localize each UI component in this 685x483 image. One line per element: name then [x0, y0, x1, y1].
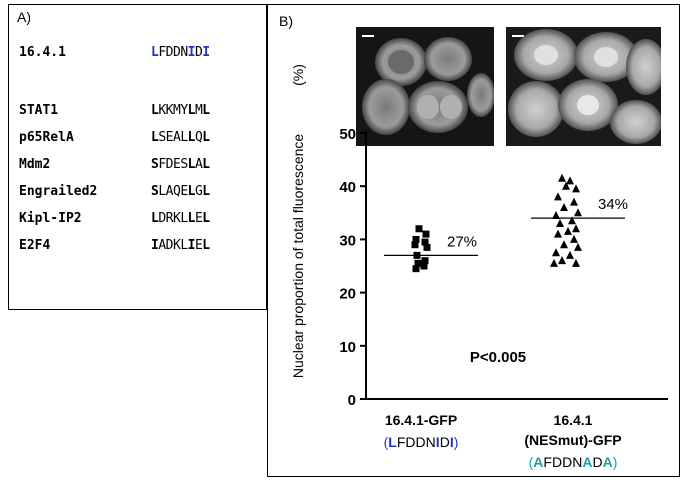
data-point-triangle	[552, 210, 560, 219]
data-point-triangle	[558, 173, 566, 182]
scale-bar	[512, 35, 524, 37]
data-point-triangle	[554, 229, 562, 238]
data-point-triangle	[574, 208, 582, 217]
data-point-square	[414, 259, 422, 267]
micrograph-NESmut-GFP	[506, 27, 661, 146]
motif-name: Mdm2	[19, 157, 51, 172]
data-point-square	[415, 225, 423, 233]
data-point-triangle	[572, 184, 580, 193]
data-point-triangle	[550, 258, 558, 267]
group-label-2-line2: (NESmut)-GFP	[524, 432, 621, 448]
data-point-square	[421, 257, 429, 265]
micrograph-16.4.1-GFP	[356, 27, 494, 146]
data-point-square	[420, 262, 428, 270]
motif-name: E2F4	[19, 238, 51, 253]
y-tick-label: 10	[339, 339, 356, 356]
group-label-1: 16.4.1-GFP	[385, 412, 457, 428]
motif-name: 16.4.1	[19, 45, 66, 60]
group-seq-2: (AFDDNADA)	[529, 454, 618, 470]
motif-sequence: IADKLIEL	[151, 238, 210, 253]
scatter-chart: 0 10 20 30 40 50 Nuclear proportion of total f…	[290, 64, 668, 470]
y-tick-label: 20	[339, 286, 356, 303]
data-point-triangle	[564, 226, 572, 235]
y-axis-label: Nuclear proportion of total fluorescence	[290, 134, 306, 379]
data-point-triangle	[572, 224, 580, 233]
data-point-triangle	[560, 202, 568, 211]
data-point-triangle	[556, 218, 564, 227]
data-point-triangle	[554, 192, 562, 201]
motif-sequence: LKKMYLML	[151, 103, 210, 118]
data-point-triangle	[572, 258, 580, 267]
motif-name: Engrailed2	[19, 184, 98, 199]
motif-sequence: LFDDNIDI	[151, 45, 210, 60]
p-value-label: P<0.005	[470, 349, 526, 366]
panel-a: A) 16.4.1 LFDDNIDI STAT1 LKKMYLML p65RelA LSE…	[8, 4, 267, 310]
data-point-square	[421, 238, 429, 246]
data-point-triangle	[570, 234, 578, 243]
data-point-square	[413, 251, 421, 259]
panel-b: B)	[267, 4, 680, 477]
scale-bar	[362, 35, 374, 37]
y-axis-unit: (%)	[290, 64, 306, 86]
data-point-square	[411, 241, 419, 249]
motif-sequence: LDRKLLEL	[151, 211, 210, 226]
data-point-triangle	[560, 240, 568, 249]
motif-name: Kipl-IP2	[19, 211, 82, 226]
data-point-triangle	[552, 248, 560, 257]
group-seq-1: (LFDDNIDI)	[384, 434, 459, 450]
data-point-triangle	[574, 242, 582, 251]
motif-sequence: SLAQELGL	[151, 184, 210, 199]
data-point-triangle	[568, 216, 576, 225]
data-point-triangle	[558, 256, 566, 265]
panel-b-label: B)	[279, 13, 293, 29]
data-point-square	[412, 265, 420, 273]
motif-sequence: LSEALLQL	[151, 130, 210, 145]
y-tick-label: 0	[348, 392, 356, 409]
motif-sequence: SFDESLAL	[151, 157, 210, 172]
y-tick-label: 40	[339, 179, 356, 196]
data-point-triangle	[570, 197, 578, 206]
mean-label: 27%	[447, 233, 477, 250]
data-point-square	[412, 235, 420, 243]
data-point-triangle	[566, 176, 574, 185]
data-point-square	[423, 243, 431, 251]
group-label-2-line1: 16.4.1	[554, 412, 593, 428]
y-tick-label: 50	[339, 126, 356, 143]
data-point-square	[422, 230, 430, 238]
mean-label: 34%	[598, 196, 628, 213]
data-point-triangle	[566, 250, 574, 259]
y-tick-label: 30	[339, 232, 356, 249]
panel-a-label: A)	[17, 9, 31, 25]
motif-name: STAT1	[19, 103, 59, 118]
motif-name: p65RelA	[19, 130, 74, 145]
data-point-triangle	[562, 181, 570, 190]
